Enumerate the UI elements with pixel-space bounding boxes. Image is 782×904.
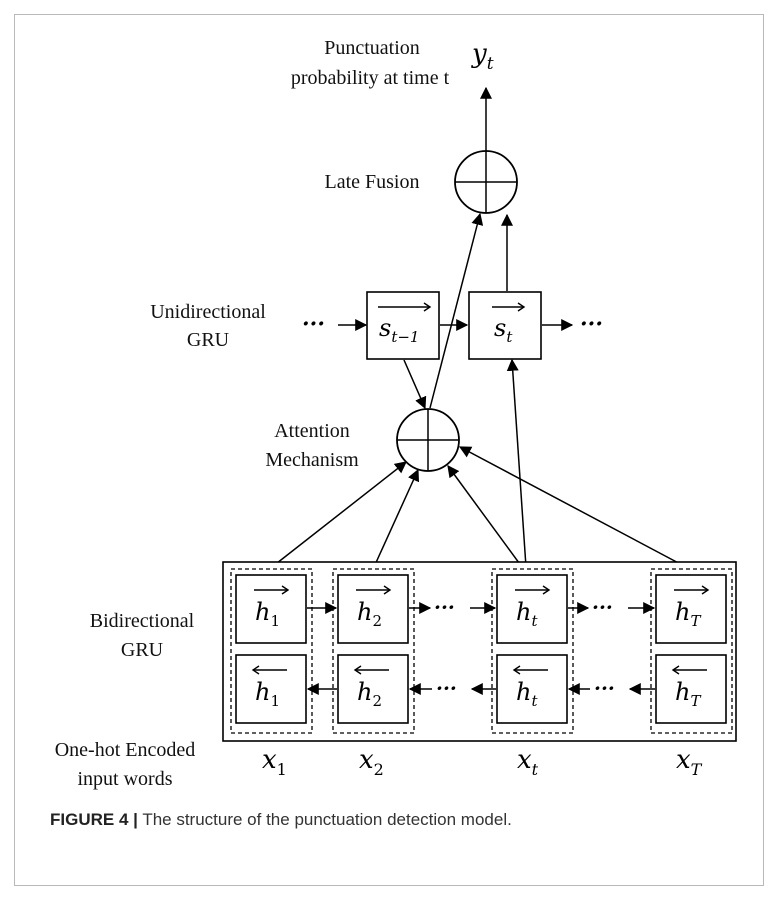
attention-label-line2: Mechanism — [265, 449, 359, 471]
backward-ellipsis-2: ··· — [594, 676, 615, 700]
output-title-line1: Punctuation — [324, 37, 420, 59]
input-label-line2: input words — [78, 768, 173, 790]
figure-caption: FIGURE 4 | The structure of the punctuat… — [50, 810, 750, 830]
svg-text:h1: h1 — [255, 598, 280, 630]
input-x1: x1 — [262, 745, 287, 779]
svg-text:h2: h2 — [357, 678, 382, 710]
s-prev-box — [366, 291, 440, 360]
svg-text:h1: h1 — [255, 678, 280, 710]
svg-text:hT: hT — [675, 678, 701, 710]
late-fusion-label: Late Fusion — [325, 171, 420, 193]
h1-backward-cell: h1 — [235, 654, 307, 724]
s-prev-to-attention-arrow — [403, 359, 427, 410]
column-group-1 — [230, 568, 313, 734]
h2-forward-cell: h2 — [337, 574, 409, 644]
bidirectional-label-line2: GRU — [121, 639, 164, 661]
backward-ellipsis-1: ··· — [436, 676, 457, 700]
figure-caption-text: The structure of the punctuation detecti… — [142, 810, 512, 829]
svg-text:ht: ht — [516, 598, 538, 630]
h2-to-attention-arrow — [373, 468, 420, 568]
input-xt: xt — [517, 745, 539, 779]
h1-to-attention-arrow — [271, 461, 407, 568]
input-xT: xT — [676, 745, 703, 779]
h1-forward-cell: h1 — [235, 574, 307, 644]
bidirectional-label-line1: Bidirectional — [90, 610, 195, 632]
attention-label-line1: Attention — [274, 420, 350, 442]
figure-number: FIGURE 4 | — [50, 810, 138, 829]
s-cur-box — [468, 291, 542, 360]
hT-forward-cell: hT — [655, 574, 727, 644]
forward-ellipsis-1: ··· — [434, 595, 455, 619]
output-title-line2: probability at time t — [291, 67, 450, 89]
attention-to-fusion-arrow — [429, 212, 484, 409]
ht-backward-cell: ht — [496, 654, 568, 724]
unidirectional-label-line2: GRU — [187, 329, 230, 351]
svg-text:st−1: st−1 — [379, 314, 419, 346]
attention-node — [396, 408, 460, 472]
column-group-t — [491, 568, 574, 734]
ht-to-attention-arrow — [447, 465, 523, 568]
h2-backward-cell: h2 — [337, 654, 409, 724]
uni-right-ellipsis: ··· — [580, 311, 603, 337]
input-x2: x2 — [359, 745, 384, 779]
svg-text:st: st — [494, 314, 513, 346]
svg-text:h2: h2 — [357, 598, 382, 630]
hT-backward-cell: hT — [655, 654, 727, 724]
ht-to-s-cur-arrow — [506, 358, 527, 568]
forward-ellipsis-2: ··· — [592, 595, 613, 619]
output-y-label: yt — [471, 39, 494, 74]
column-group-2 — [332, 568, 415, 734]
hT-to-attention-arrow — [458, 446, 687, 568]
s-prev-label: st−1 — [378, 302, 432, 346]
input-label-line1: One-hot Encoded — [55, 739, 196, 761]
ht-forward-cell: ht — [496, 574, 568, 644]
column-group-T — [650, 568, 733, 734]
late-fusion-node — [454, 150, 518, 214]
s-cur-label: st — [492, 302, 526, 346]
svg-text:hT: hT — [675, 598, 701, 630]
svg-text:ht: ht — [516, 678, 538, 710]
uni-left-ellipsis: ··· — [302, 311, 325, 337]
unidirectional-label-line1: Unidirectional — [150, 301, 266, 323]
